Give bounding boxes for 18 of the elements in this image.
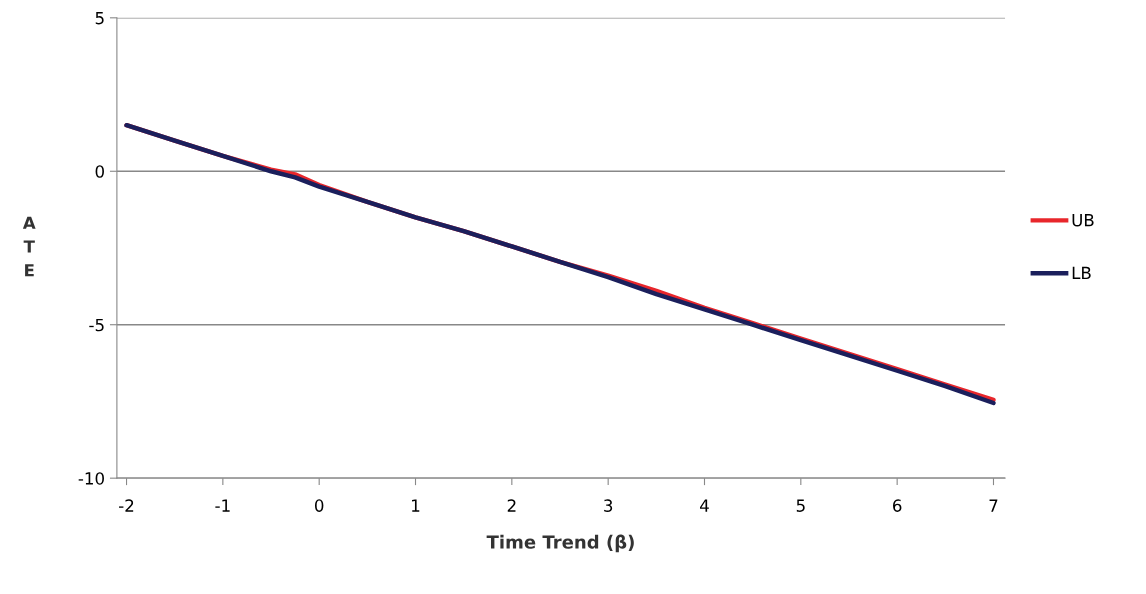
y-tick-label: 5: [95, 12, 104, 25]
x-tick-label: 3: [604, 499, 613, 512]
legend-label: UB: [1072, 214, 1094, 227]
y-tick-label: 0: [95, 165, 104, 178]
x-tick-label: 6: [893, 499, 902, 512]
x-tick-label: 7: [989, 499, 998, 512]
x-tick-label: 0: [314, 499, 324, 512]
x-tick-label: 1: [412, 499, 420, 512]
x-tick-label: -1: [215, 499, 230, 512]
y-axis-title: ATE: [22, 216, 36, 277]
legend-label: LB: [1072, 266, 1091, 279]
x-tick-label: -2: [119, 499, 134, 512]
x-axis-title: Time Trend (β): [486, 534, 634, 553]
x-tick-label: 2: [507, 499, 516, 512]
y-tick-label: -10: [78, 472, 104, 485]
x-tick-label: 4: [700, 499, 709, 512]
y-tick-label: -5: [89, 318, 104, 332]
x-tick-label: 5: [796, 499, 805, 512]
